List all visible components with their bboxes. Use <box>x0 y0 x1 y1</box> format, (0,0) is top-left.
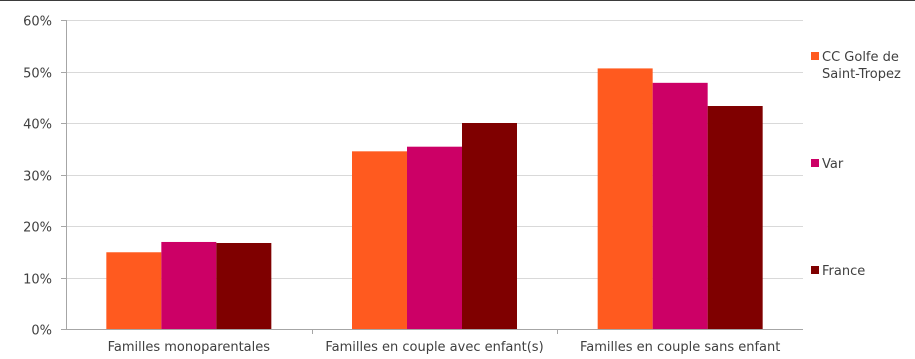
legend-swatch <box>811 159 819 167</box>
legend-swatch <box>811 266 819 274</box>
legend-label: Var <box>822 157 844 172</box>
y-tick-label: 60% <box>23 15 52 30</box>
legend-label: France <box>822 264 865 279</box>
bar <box>597 68 653 329</box>
y-tick-label: 20% <box>23 221 52 236</box>
bar <box>106 252 162 329</box>
bar <box>407 146 462 329</box>
bar <box>352 151 407 329</box>
top-rule <box>0 0 915 1</box>
y-tick-label: 0% <box>31 324 52 339</box>
x-tick-label: Familles en couple avec enfant(s) <box>325 340 543 355</box>
y-tick-label: 50% <box>23 67 52 82</box>
legend-label-line: Saint-Tropez <box>822 67 901 82</box>
legend-label: CC Golfe de Saint-Tropez <box>822 50 901 82</box>
legend-label-line: France <box>822 264 865 279</box>
x-tick-label: Familles en couple sans enfant <box>580 340 780 355</box>
y-tick-label: 10% <box>23 273 52 288</box>
bar <box>462 123 517 329</box>
bar <box>216 242 272 329</box>
y-tick-label: 30% <box>23 170 52 185</box>
y-tick-label: 40% <box>23 118 52 133</box>
x-tick-label: Familles monoparentales <box>108 340 271 355</box>
legend-label-line: CC Golfe de <box>822 50 899 65</box>
legend-label-line: Var <box>822 157 844 172</box>
bar <box>161 241 217 329</box>
bar <box>707 106 763 329</box>
bar <box>652 82 708 329</box>
legend-swatch <box>811 52 819 60</box>
